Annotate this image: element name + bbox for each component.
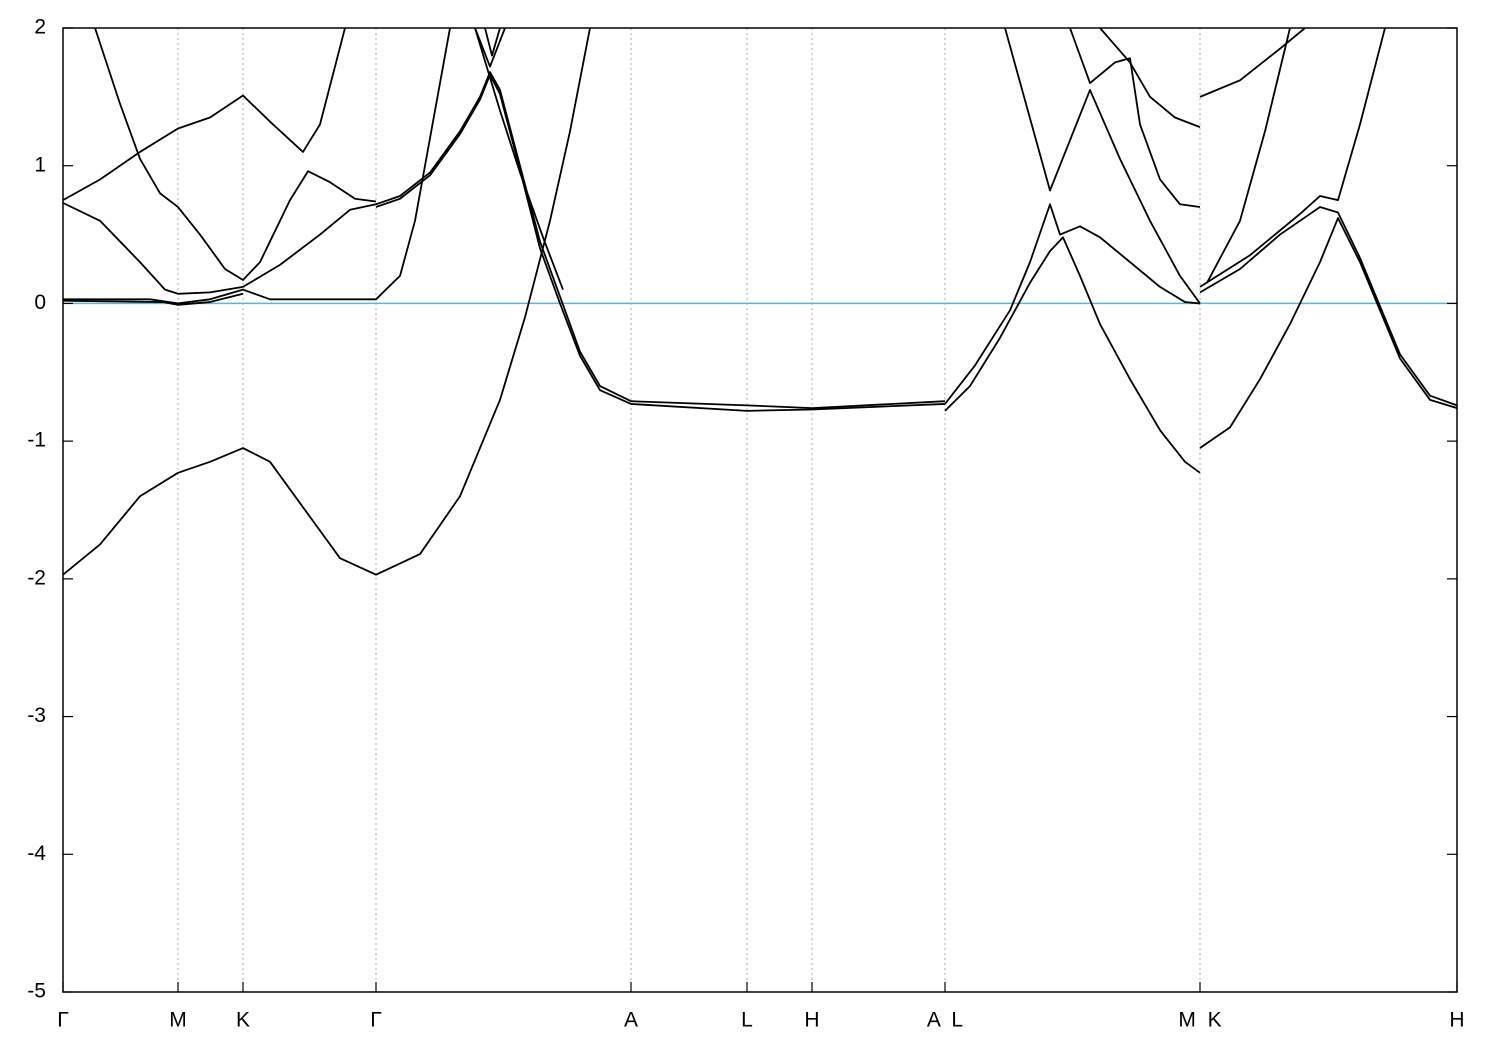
band-line <box>63 28 591 576</box>
x-tick-label: Γ <box>57 1009 69 1032</box>
y-tick-label: -5 <box>27 980 46 1003</box>
band-line <box>63 28 346 201</box>
band-line <box>474 28 506 68</box>
x-tick-label: Γ <box>370 1009 382 1032</box>
band-line <box>94 28 377 281</box>
y-tick-label: -2 <box>27 566 46 589</box>
y-tick-label: 2 <box>34 16 46 39</box>
x-tick-label: M K <box>1178 1009 1221 1032</box>
labels: -5 -4 -3 -2 -1 0 1 2 Γ M K Γ A L H A L M K H <box>27 16 1464 1032</box>
plot-frame <box>62 27 1458 993</box>
x-tick-label: A L <box>927 1009 963 1032</box>
band-line <box>63 292 244 306</box>
band-line <box>944 236 1201 474</box>
y-tick-label: 1 <box>34 153 46 176</box>
band-line <box>1199 217 1457 449</box>
band-line <box>1199 206 1457 407</box>
bands <box>63 28 1457 576</box>
band-line <box>375 73 946 412</box>
y-tick-label: -3 <box>27 704 46 727</box>
band-line <box>944 203 1201 405</box>
band-line <box>63 71 946 409</box>
band-line <box>1206 28 1291 284</box>
band-line <box>1199 28 1306 98</box>
band-line <box>474 28 564 290</box>
x-tick-label: M <box>169 1009 187 1032</box>
band-line <box>1004 28 1201 304</box>
band-line <box>1099 28 1201 128</box>
y-tick-label: -4 <box>27 842 46 865</box>
x-tick-label: A <box>624 1009 638 1032</box>
band-line <box>1069 28 1201 208</box>
x-tick-label: H <box>804 1009 819 1032</box>
grid <box>62 28 1458 992</box>
x-tick-label: H <box>1449 1009 1464 1032</box>
x-tick-label: L <box>741 1009 753 1032</box>
y-tick-label: -1 <box>27 429 46 452</box>
x-tick-label: K <box>236 1009 250 1032</box>
band-line <box>1199 28 1386 288</box>
y-tick-label: 0 <box>34 291 46 314</box>
band-line <box>63 28 451 305</box>
band-line <box>484 28 501 57</box>
